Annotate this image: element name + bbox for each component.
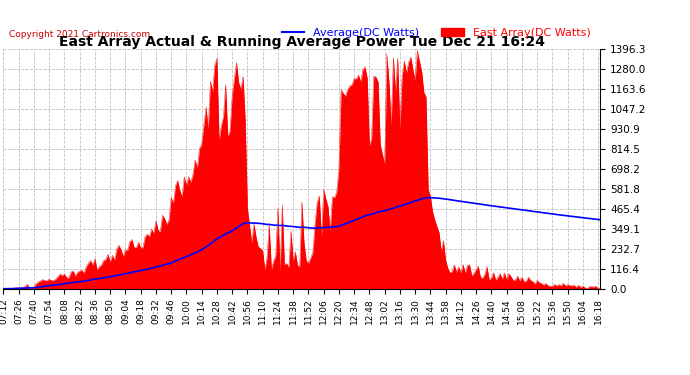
- Legend: Average(DC Watts), East Array(DC Watts): Average(DC Watts), East Array(DC Watts): [277, 23, 595, 42]
- Text: Copyright 2021 Cartronics.com: Copyright 2021 Cartronics.com: [10, 30, 150, 39]
- Title: East Array Actual & Running Average Power Tue Dec 21 16:24: East Array Actual & Running Average Powe…: [59, 35, 545, 49]
